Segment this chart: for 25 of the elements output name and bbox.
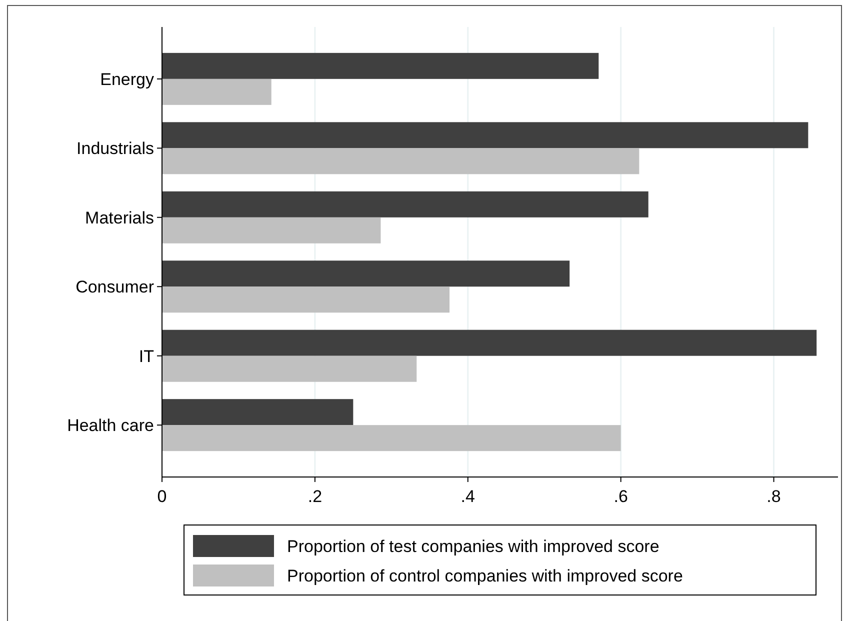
x-tick-label: .8 — [766, 487, 781, 506]
legend-label: Proportion of control companies with improved score — [287, 566, 683, 586]
x-tick-label: .2 — [308, 487, 322, 506]
bar — [162, 356, 417, 382]
x-tick-label: 0 — [157, 487, 167, 506]
y-tick-label: IT — [138, 346, 154, 366]
bar — [162, 330, 817, 356]
x-tick-label: .4 — [460, 487, 475, 506]
y-tick-label: Consumer — [76, 278, 154, 297]
bar — [162, 260, 570, 287]
y-tick-label: Materials — [85, 208, 154, 228]
x-tick-label: .6 — [614, 487, 628, 506]
bar — [162, 191, 648, 218]
bar — [162, 78, 272, 105]
bar — [162, 425, 621, 452]
y-tick-label: Industrials — [76, 139, 154, 158]
y-tick-label: Health care — [67, 416, 154, 436]
y-tick-label: Energy — [100, 70, 154, 89]
legend-label: Proportion of test companies with improved score — [287, 537, 660, 556]
bar — [162, 122, 808, 148]
bar — [162, 148, 640, 174]
bar — [162, 217, 381, 244]
bar — [162, 286, 450, 313]
bar — [162, 399, 354, 426]
bar — [162, 52, 599, 79]
